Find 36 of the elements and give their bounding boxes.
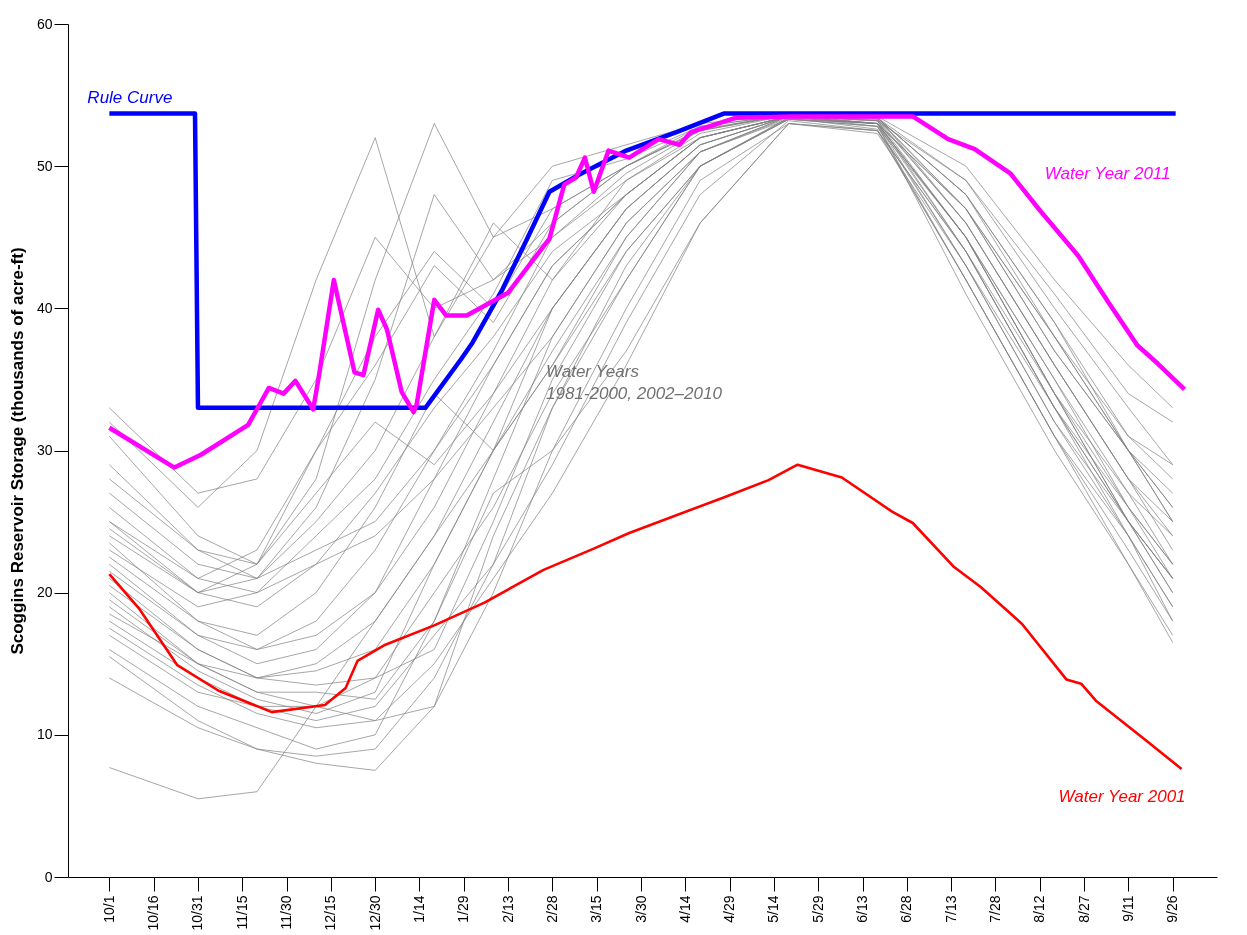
x-tick-label: 12/30 (366, 895, 383, 931)
x-tick-label: 10/16 (145, 895, 162, 931)
series-label: Rule Curve (87, 87, 173, 107)
y-tick-label: 50 (36, 157, 53, 174)
series-label: Water Year 2001 (1058, 786, 1186, 806)
x-tick-label: 5/29 (809, 895, 826, 923)
x-tick-label: 2/28 (543, 895, 560, 923)
y-tick-label: 40 (36, 299, 53, 316)
y-tick-label: 60 (36, 15, 53, 32)
x-tick-label: 5/14 (765, 895, 782, 923)
x-tick-label: 6/28 (898, 895, 915, 923)
x-tick-label: 10/31 (189, 895, 206, 931)
x-tick-label: 2/13 (499, 895, 516, 923)
y-tick-label: 0 (44, 868, 53, 885)
x-tick-label: 11/15 (233, 895, 250, 930)
x-tick-label: 12/15 (322, 895, 339, 931)
y-tick-label: 30 (36, 442, 53, 458)
x-tick-label: 9/26 (1164, 895, 1181, 923)
x-tick-label: 7/28 (986, 895, 1003, 923)
x-tick-label: 10/1 (100, 895, 117, 923)
x-tick-label: 4/14 (676, 895, 693, 923)
x-tick-label: 6/13 (854, 895, 871, 923)
x-tick-label: 1/14 (410, 895, 427, 923)
x-tick-label: 4/29 (721, 895, 738, 923)
series-label: Water Year 2011 (1044, 164, 1171, 184)
x-tick-label: 7/13 (942, 895, 959, 923)
y-tick-label: 10 (36, 726, 53, 743)
x-tick-label: 8/27 (1075, 895, 1092, 923)
y-tick-label: 20 (36, 584, 53, 601)
x-tick-label: 3/15 (588, 895, 605, 923)
y-axis-title: Scoggins Reservoir Storage (thousands of acre-ft) (7, 247, 27, 655)
x-tick-label: 3/30 (632, 895, 649, 923)
x-tick-label: 9/11 (1119, 895, 1136, 922)
x-tick-label: 8/12 (1031, 895, 1048, 923)
x-tick-label: 1/29 (455, 895, 472, 923)
x-tick-label: 11/30 (278, 895, 295, 930)
